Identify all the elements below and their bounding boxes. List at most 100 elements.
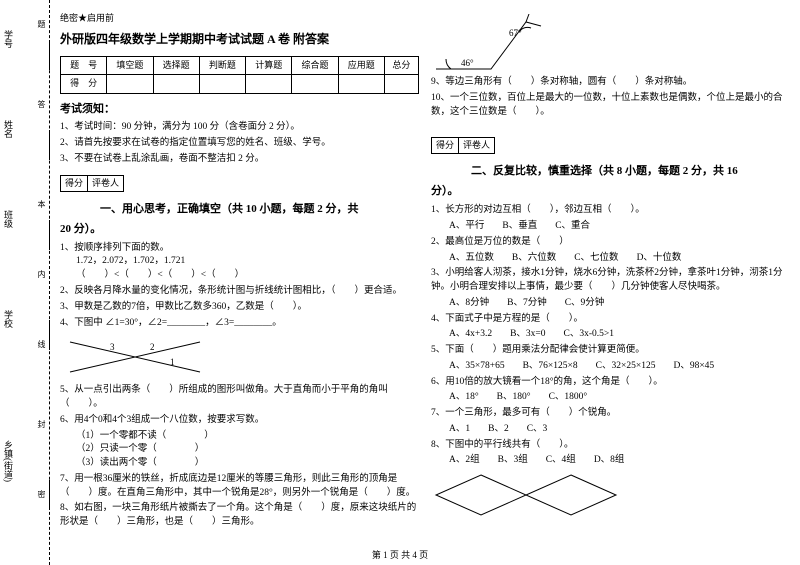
opt: C、3x-0.5>1 [564,328,614,342]
section2-title: 二、反复比较，慎重选择（共 8 小题，每题 2 分，共 16 [471,164,790,180]
th: 总分 [384,57,418,75]
choice-7: 7、一个三角形，最多可有（ ）个锐角。 [431,407,790,421]
gutter-text: 题 [36,20,47,28]
question-4: 4、下图中 ∠1=30°，∠2=________，∠3=________。 [60,317,419,331]
opt: B、3组 [498,454,528,468]
secret-tag: 绝密★启用前 [60,12,419,25]
q-stem: 1、按顺序排列下面的数。 [60,242,419,256]
left-column: 绝密★启用前 外研版四年级数学上学期期中考试试题 A 卷 附答案 题 号 填空题… [60,12,419,553]
th: 选择题 [153,57,199,75]
question-10: 10、一个三位数，百位上是最大的一位数，十位上素数也是偶数，个位上是最小的合数，… [431,92,790,120]
q6-opt: （2）只读一个零（ ） [76,443,419,457]
rhombus-diagram-icon [431,470,631,520]
bind-label-xuehao: 学号 [2,30,15,48]
scorebox-label: 评卷人 [459,138,494,153]
cell [107,75,153,93]
angle-diagram-icon: 3 2 1 [60,332,210,382]
gutter-text: 答 [36,100,47,108]
scorebox-label: 评卷人 [88,176,123,191]
choice-3: 3、小明给客人沏茶，接水1分钟，烧水6分钟，洗茶杯2分钟，拿茶叶1分钟，沏茶1分… [431,267,790,295]
score-box: 得分 评卷人 [431,137,495,154]
cell [384,75,418,93]
notice-list: 1、考试时间：90 分钟，满分为 100 分（含卷面分 2 分）。 2、请首先按… [60,121,419,166]
bind-label-xuexiao: 学校 [2,310,15,328]
scorebox-label: 得分 [61,176,88,191]
svg-text:1: 1 [170,357,175,367]
question-5: 5、从一点引出两条（ ）所组成的图形叫做角。大于直角而小于平角的角叫（ ）。 [60,384,419,412]
choice-6-opts: A、18° B、180° C、1800° [449,391,790,405]
th: 应用题 [338,57,384,75]
right-column: 46° 67° 9、等边三角形有（ ）条对称轴，圆有（ ）条对称轴。 10、一个… [431,12,790,553]
section1-title: 一、用心思考，正确填空（共 10 小题，每题 2 分，共 [100,202,419,218]
triangle-diagram-icon: 46° 67° [431,14,551,74]
q-nums: 1.72，2.072，1.702，1.721 [76,255,419,269]
bind-field [40,130,50,160]
q6-opt: （3）读出两个零（ ） [76,457,419,471]
page-footer: 第 1 页 共 4 页 [0,548,800,561]
cell [338,75,384,93]
content-columns: 绝密★启用前 外研版四年级数学上学期期中考试试题 A 卷 附答案 题 号 填空题… [50,0,800,565]
choice-1-opts: A、平行 B、垂直 C、重合 [449,220,790,234]
opt: D、98×45 [673,360,714,374]
opt: C、32×25×125 [596,360,656,374]
choice-1: 1、长方形的对边互相（ ），邻边互相（ ）。 [431,204,790,218]
bind-field [40,220,50,250]
th: 填空题 [107,57,153,75]
gutter-text: 线 [36,340,47,348]
q-blank: （ ）<（ ）<（ ）<（ ） [76,269,419,283]
opt: A、平行 [449,220,484,234]
choice-2: 2、最高位是万位的数是（ ） [431,236,790,250]
binding-column: 学号 姓名 班级 学校 乡镇(街道) 题 答 本 内 线 封 密 [0,0,50,565]
opt: A、8分钟 [449,297,489,311]
opt: B、六位数 [512,252,556,266]
cell [199,75,245,93]
opt: C、4组 [546,454,576,468]
bind-label-xingming: 姓名 [2,120,15,138]
opt: B、2 [488,423,509,437]
gutter-text: 本 [36,200,47,208]
opt: C、七位数 [574,252,618,266]
question-8: 8、如右图，一块三角形纸片被撕去了一个角。这个角是（ ）度，原来这块纸片的形状是… [60,502,419,530]
th: 题 号 [61,57,107,75]
notice-item: 3、不要在试卷上乱涂乱画，卷面不整洁扣 2 分。 [60,153,419,167]
choice-8: 8、下图中的平行线共有（ ）。 [431,439,790,453]
gutter-text: 封 [36,420,47,428]
gutter-text: 内 [36,270,47,278]
question-2: 2、反映各月降水量的变化情况，条形统计图与折线统计图相比，（ ）更合适。 [60,285,419,299]
section2-title-b: 分）。 [431,184,790,200]
opt: C、1800° [549,391,588,405]
choice-8-opts: A、2组 B、3组 C、4组 D、8组 [449,454,790,468]
choice-7-opts: A、1 B、2 C、3 [449,423,790,437]
bind-label-xiangzhen: 乡镇(街道) [2,440,15,482]
opt: A、18° [449,391,479,405]
notice-item: 1、考试时间：90 分钟，满分为 100 分（含卷面分 2 分）。 [60,121,419,135]
opt: A、1 [449,423,470,437]
th: 综合题 [292,57,338,75]
opt: B、7分钟 [507,297,547,311]
question-7: 7、用一根36厘米的铁丝，折成底边是12厘米的等腰三角形，则此三角形的顶角是（ … [60,473,419,501]
bind-label-banji: 班级 [2,210,15,228]
choice-5-opts: A、35×78+65 B、76×125×8 C、32×25×125 D、98×4… [449,360,790,374]
opt: B、180° [497,391,531,405]
score-box: 得分 评卷人 [60,175,124,192]
choice-3-opts: A、8分钟 B、7分钟 C、9分钟 [449,297,790,311]
th: 计算题 [246,57,292,75]
row-label: 得 分 [61,75,107,93]
th: 判断题 [199,57,245,75]
opt: A、2组 [449,454,480,468]
opt: D、十位数 [637,252,682,266]
opt: A、4x+3.2 [449,328,492,342]
notice-item: 2、请首先按要求在试卷的指定位置填写您的姓名、班级、学号。 [60,137,419,151]
opt: D、8组 [594,454,625,468]
section1-title-b: 20 分）。 [60,222,419,238]
opt: C、重合 [555,220,590,234]
scorebox-label: 得分 [432,138,459,153]
cell [292,75,338,93]
gutter-text: 密 [36,490,47,498]
opt: A、35×78+65 [449,360,505,374]
score-table: 题 号 填空题 选择题 判断题 计算题 综合题 应用题 总分 得 分 [60,56,419,93]
opt: C、9分钟 [565,297,605,311]
question-3: 3、甲数是乙数的7倍，甲数比乙数多360，乙数是（ ）。 [60,301,419,315]
angle-46: 46° [461,58,474,68]
choice-4-opts: A、4x+3.2 B、3x=0 C、3x-0.5>1 [449,328,790,342]
